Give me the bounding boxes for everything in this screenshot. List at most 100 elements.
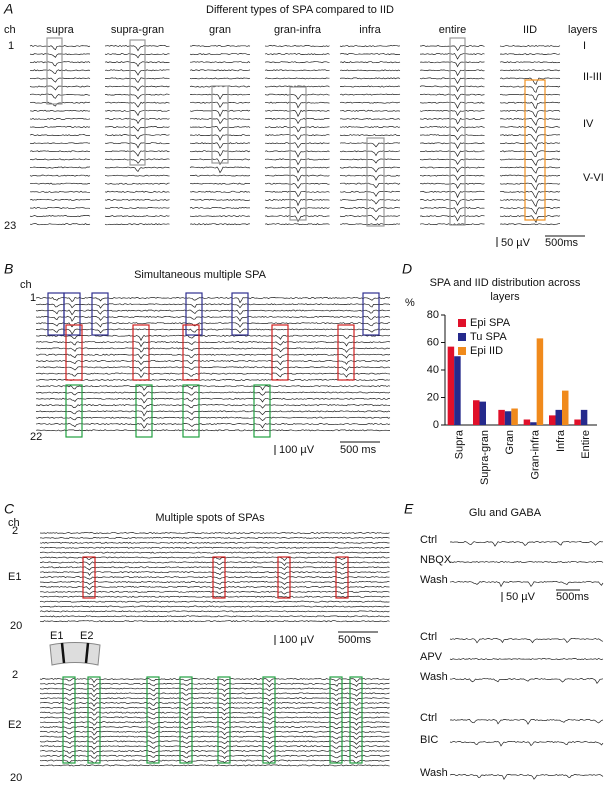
trace bbox=[104, 61, 170, 68]
label: 2 bbox=[12, 669, 18, 681]
box bbox=[132, 324, 150, 381]
trace bbox=[419, 142, 485, 150]
trace bbox=[39, 620, 390, 623]
trace bbox=[104, 223, 170, 226]
trace bbox=[104, 134, 170, 140]
label: I bbox=[583, 40, 586, 52]
box bbox=[82, 556, 96, 599]
label: layers bbox=[568, 24, 598, 36]
trace bbox=[29, 125, 91, 129]
trace bbox=[189, 150, 251, 157]
probe bbox=[60, 642, 66, 664]
box bbox=[179, 676, 193, 764]
label: Wash bbox=[420, 574, 448, 586]
label: Simultaneous multiple SPA bbox=[134, 269, 267, 281]
trace bbox=[264, 93, 330, 100]
label: supra-gran bbox=[111, 24, 164, 36]
trace bbox=[36, 385, 391, 391]
label: Ctrl bbox=[420, 631, 437, 643]
label: Multiple spots of SPAs bbox=[155, 512, 265, 524]
box bbox=[182, 324, 200, 381]
trace bbox=[39, 561, 390, 566]
label: V-VI bbox=[583, 172, 604, 184]
label: 100 µV bbox=[279, 634, 315, 646]
bar bbox=[580, 409, 588, 425]
bar bbox=[504, 411, 512, 425]
box bbox=[366, 137, 385, 227]
trace bbox=[449, 774, 604, 781]
trace bbox=[264, 126, 330, 133]
trace bbox=[189, 118, 251, 125]
trace bbox=[419, 85, 485, 93]
trace bbox=[499, 182, 561, 191]
trace bbox=[339, 182, 401, 189]
trace bbox=[419, 166, 485, 173]
trace bbox=[104, 215, 170, 218]
label: E1 bbox=[8, 571, 21, 583]
trace bbox=[420, 45, 485, 52]
label: 1 bbox=[8, 40, 14, 52]
label: 40 bbox=[427, 364, 439, 376]
label: 1 bbox=[30, 292, 36, 304]
chart-title: SPA and IID distribution across layers bbox=[429, 277, 581, 303]
trace bbox=[29, 190, 90, 193]
trace bbox=[104, 44, 170, 52]
label: Epi IID bbox=[470, 345, 503, 357]
trace bbox=[29, 109, 91, 112]
trace bbox=[35, 315, 391, 322]
label: D bbox=[402, 261, 412, 277]
trace bbox=[264, 198, 330, 207]
label: 60 bbox=[427, 336, 439, 348]
label: 500 ms bbox=[340, 444, 377, 456]
label: E bbox=[404, 501, 414, 517]
trace bbox=[39, 581, 390, 585]
box bbox=[231, 292, 249, 336]
probe bbox=[84, 642, 90, 664]
trace bbox=[39, 551, 390, 554]
label: 22 bbox=[30, 431, 42, 443]
trace bbox=[264, 158, 330, 166]
trace bbox=[264, 174, 330, 182]
trace bbox=[339, 85, 401, 88]
trace bbox=[39, 692, 390, 698]
trace bbox=[264, 150, 330, 158]
trace bbox=[189, 207, 251, 209]
trace bbox=[499, 190, 561, 199]
trace bbox=[39, 556, 390, 562]
trace bbox=[29, 134, 91, 137]
box bbox=[91, 292, 109, 336]
trace bbox=[264, 109, 330, 118]
trace bbox=[339, 174, 401, 181]
box bbox=[135, 384, 153, 438]
trace bbox=[29, 69, 91, 75]
trace bbox=[105, 85, 170, 92]
label: 20 bbox=[10, 620, 22, 632]
trace bbox=[104, 158, 170, 164]
trace bbox=[39, 600, 390, 603]
trace bbox=[449, 581, 604, 588]
trace bbox=[29, 158, 91, 161]
trace bbox=[39, 721, 390, 726]
box bbox=[449, 37, 466, 226]
trace bbox=[35, 372, 391, 378]
trace bbox=[39, 571, 390, 576]
trace bbox=[104, 207, 170, 209]
trace bbox=[104, 166, 170, 173]
label: Epi SPA bbox=[470, 317, 511, 329]
box bbox=[185, 292, 203, 336]
bar bbox=[549, 415, 556, 425]
bar bbox=[454, 356, 461, 425]
trace bbox=[339, 77, 401, 80]
trace bbox=[499, 117, 561, 126]
box bbox=[289, 86, 307, 221]
trace bbox=[419, 182, 485, 189]
box bbox=[211, 85, 229, 164]
label: 500ms bbox=[545, 237, 579, 249]
trace bbox=[39, 754, 390, 760]
trace bbox=[35, 378, 391, 381]
trace bbox=[189, 166, 251, 174]
trace bbox=[189, 134, 251, 141]
trace bbox=[449, 740, 604, 747]
trace bbox=[39, 576, 390, 580]
